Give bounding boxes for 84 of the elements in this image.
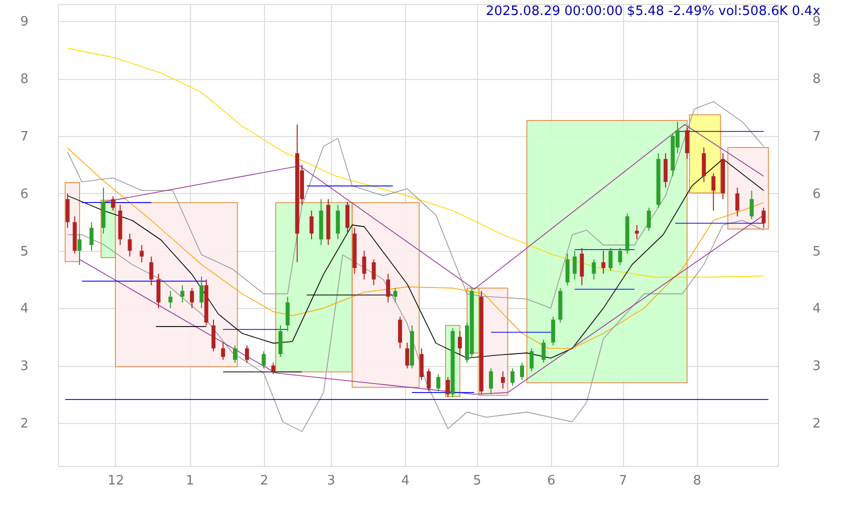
y-tick-label: 8 [20,72,28,88]
x-tick-label: 8 [693,474,702,488]
y2-tick-label: 7 [812,130,821,144]
x-tick-label: 7 [618,474,628,488]
x-tick-label: 2 [260,474,268,488]
candlestick [180,284,184,303]
y-tick-label: 2 [20,416,28,432]
candlestick [750,190,754,220]
candlestick [244,344,249,364]
candlestick [286,296,290,332]
y-tick-label: 3 [20,359,28,374]
candlestick [634,224,639,240]
candlestick [78,233,82,266]
candlestick [542,339,546,364]
candlestick [510,368,514,386]
candlestick [592,258,596,280]
candlestick [436,374,440,392]
candlestick [702,146,706,182]
candlestick [446,376,450,398]
candlestick [386,273,390,303]
candlestick [362,250,366,280]
candlestick [336,204,340,240]
candlestick [500,370,505,390]
candlestick [211,319,216,352]
candlestick [149,256,154,286]
y-tick-label: 6 [20,186,28,202]
candlestick [111,196,116,212]
candlestick [278,324,282,358]
candlestick [200,276,204,309]
candlestick [458,330,462,355]
x-tick-label: 4 [401,474,410,488]
candlestick [398,316,402,349]
candlestick [551,316,556,346]
y2-tick-label: 3 [812,359,821,374]
line-series [67,101,764,309]
y2-tick-label: 4 [812,302,821,317]
y2-tick-label: 5 [812,244,821,260]
x-tick-label: 1 [186,474,194,488]
candlestick [618,247,622,266]
candlestick [735,187,740,217]
candlestick [128,233,132,258]
x-tick-label: 5 [472,474,482,488]
candlestick [601,250,606,274]
x-tick-label: 3 [327,474,336,488]
candlestick [190,288,194,309]
candlestick [393,288,398,303]
candlestick [646,207,651,232]
candlestick [140,244,144,263]
candlestick [66,192,70,228]
candlestick [89,222,94,252]
candlestick [168,290,172,309]
candlestick [572,250,577,280]
candlestick [580,247,584,286]
candlestick [420,348,424,380]
candlestick [711,172,716,212]
candlestick [566,253,570,286]
candlestick [372,258,376,286]
candlestick [156,273,160,309]
candlestick [345,202,350,234]
y-tick-label: 4 [20,302,28,317]
y-tick-label: 7 [20,130,28,144]
candlestick [310,210,314,240]
y2-tick-label: 8 [812,72,821,88]
candlestick [221,342,226,360]
candlestick [685,126,690,160]
x-tick-label: 6 [547,474,556,488]
candlestick [530,348,534,372]
candlestick [488,368,493,395]
candlestick [520,362,524,380]
y-tick-label: 5 [20,244,28,260]
y2-tick-label: 2 [812,416,821,432]
candlestick [262,350,266,369]
y2-tick-label: 6 [812,186,821,202]
candlestick [405,342,410,369]
candlestick [608,247,613,272]
y-tick-label: 9 [20,14,28,30]
line-series [67,48,764,278]
candlestick [426,368,431,392]
candlestick [664,152,668,188]
x-tick-label: 12 [108,474,124,488]
candlestick [762,207,766,228]
candlestick [233,344,238,364]
candlestick [271,362,276,375]
line-series [67,220,764,432]
